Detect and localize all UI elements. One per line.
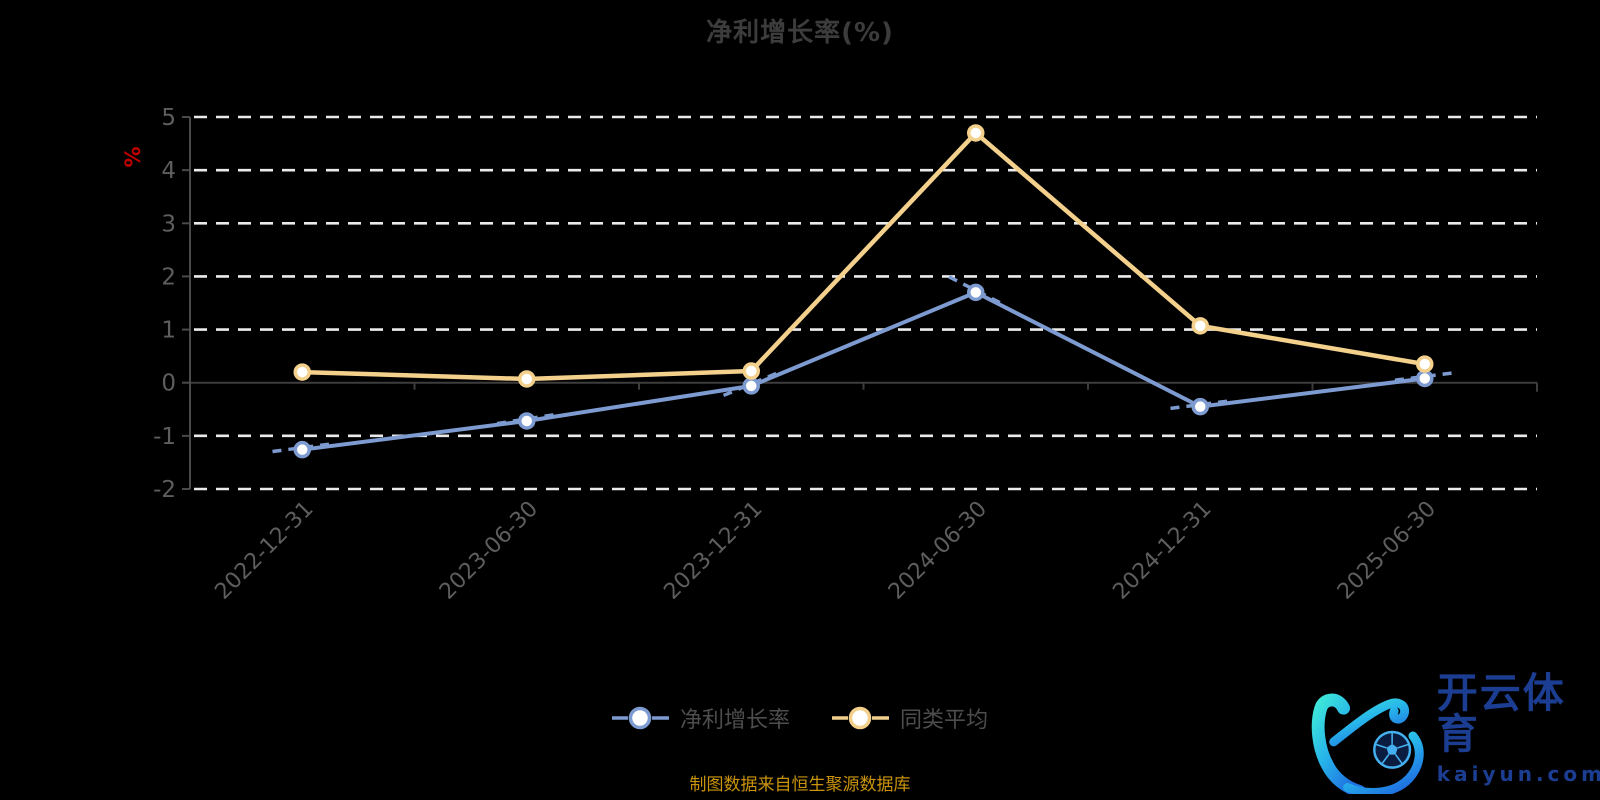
data-point-series-1 [293, 363, 311, 381]
data-point-series-1 [518, 370, 536, 388]
line-series-marker-icon [832, 706, 889, 730]
y-tick-label: -2 [153, 477, 176, 503]
soccer-ball-seams [1375, 732, 1409, 764]
legend-label: 净利增长率 [679, 708, 790, 733]
series-dash-accent [1394, 370, 1455, 382]
data-point-series-1 [967, 124, 985, 142]
series-dash-accent [1170, 399, 1231, 411]
y-tick-label: 5 [161, 105, 176, 131]
logo-k-arm-stroke [1329, 698, 1410, 747]
y-tick-label: 3 [161, 211, 176, 237]
line-chart-plot: 5 4 3 2 1 0 -1 -2 2022-12-31 2023-06-30 2023-12-31… [153, 105, 1538, 605]
x-tick-label: 2024-06-30 [884, 497, 992, 605]
y-tick-label: -1 [153, 424, 176, 450]
data-point-series-0 [518, 412, 536, 430]
data-point-series-0 [1416, 369, 1434, 388]
y-tick-label: 2 [161, 264, 176, 290]
kaiyun-domain: kaiyun.com [1436, 761, 1600, 786]
data-point-series-1 [1416, 355, 1434, 373]
data-point-series-0 [742, 377, 760, 395]
series-dash-accent [948, 275, 1004, 306]
x-tick-label: 2024-12-31 [1108, 497, 1216, 605]
series-dash-accent [722, 370, 780, 398]
data-point-series-0 [293, 440, 311, 459]
series-dash-accent [496, 412, 557, 426]
data-point-series-0 [1191, 397, 1209, 416]
logo-k-main-stroke [1311, 693, 1366, 794]
y-tick-label: 1 [161, 318, 176, 344]
y-tick-label: 0 [161, 371, 176, 397]
kaiyun-watermark-text: 开云体育 kaiyun.com [1436, 668, 1600, 786]
x-tick-label: 2023-06-30 [435, 497, 543, 605]
y-tick-label: 4 [161, 158, 176, 184]
logo-k-sweep-stroke [1343, 731, 1424, 794]
data-point-series-1 [1191, 317, 1209, 335]
legend-label: 同类平均 [900, 708, 989, 733]
x-tick-label: 2022-12-31 [210, 497, 318, 605]
series-dash-accent [272, 442, 333, 454]
legend-item-peer-average[interactable]: 同类平均 [832, 702, 988, 734]
series-line-1 [300, 130, 1427, 382]
series-line-0 [300, 290, 1427, 452]
data-point-series-1 [742, 362, 760, 380]
x-tick-label: 2023-12-31 [659, 497, 767, 605]
kaiyun-brand-name: 开云体育 [1436, 668, 1566, 758]
soccer-ball-pentagon [1386, 743, 1398, 755]
kaiyun-logo-icon [1311, 693, 1424, 794]
kaiyun-watermark: 开云体育 kaiyun.com [1298, 662, 1600, 794]
data-point-series-0 [967, 283, 985, 302]
legend-item-net-profit-growth[interactable]: 净利增长率 [611, 702, 790, 734]
x-tick-label: 2025-06-30 [1333, 497, 1441, 605]
line-series-marker-icon [611, 706, 669, 730]
legend: 净利增长率 同类平均 [611, 702, 988, 734]
data-source-note: 制图数据来自恒生聚源数据库 [689, 775, 911, 795]
chart-title: 净利增长率(%) [706, 18, 894, 48]
